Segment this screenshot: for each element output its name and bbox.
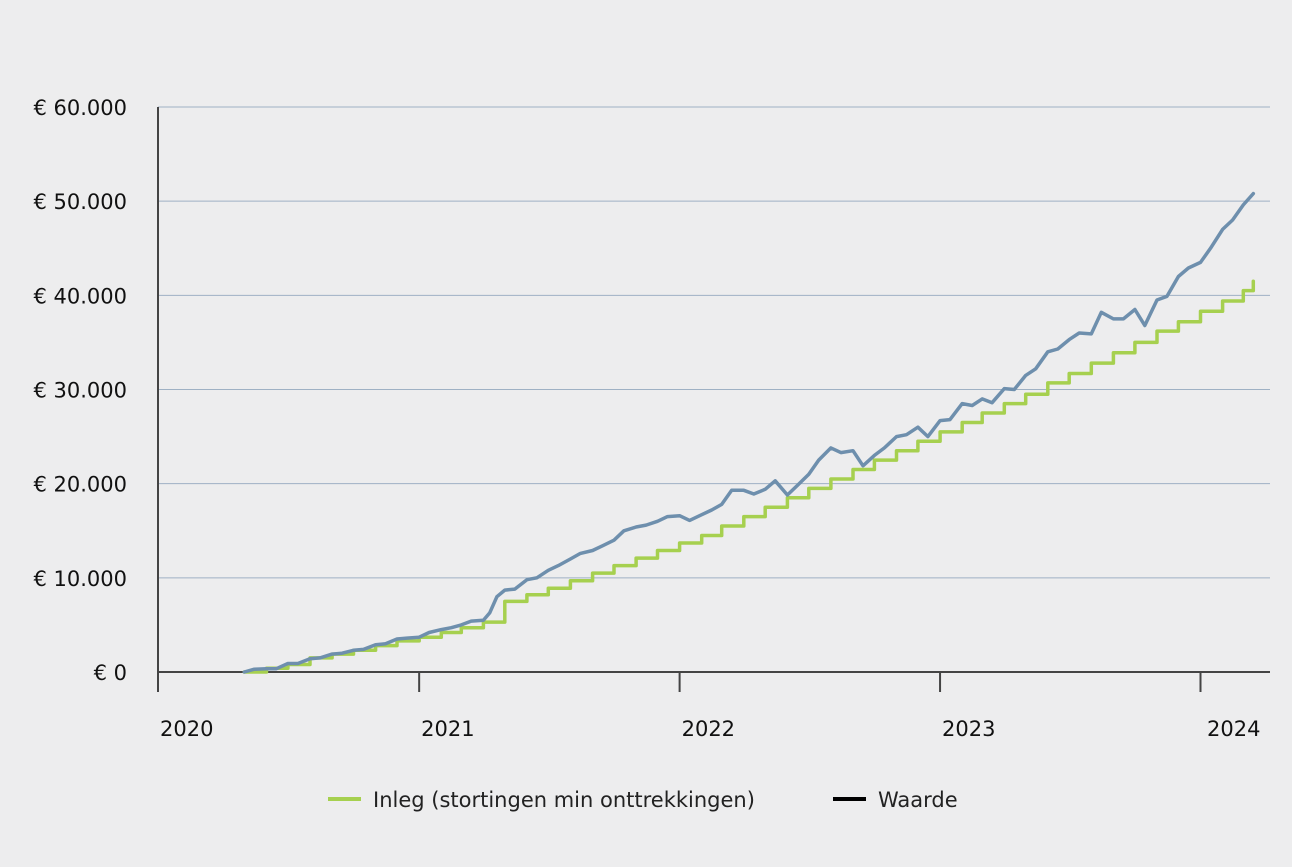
axes bbox=[157, 107, 1270, 692]
y-tick-label: € 10.000 bbox=[33, 567, 127, 591]
legend-label-inleg: Inleg (stortingen min onttrekkingen) bbox=[373, 788, 755, 812]
series-line-inleg bbox=[242, 279, 1256, 674]
legend-item-inleg[interactable]: Inleg (stortingen min onttrekkingen) bbox=[328, 788, 755, 812]
y-tick-label: € 0 bbox=[94, 661, 127, 685]
x-tick-label: 2023 bbox=[942, 717, 995, 741]
y-tick-label: € 60.000 bbox=[33, 96, 127, 120]
legend-label-waarde: Waarde bbox=[878, 788, 958, 812]
gridlines bbox=[158, 106, 1270, 579]
x-tick-label: 2022 bbox=[682, 717, 735, 741]
x-tick-label: 2024 bbox=[1207, 717, 1260, 741]
y-tick-label: € 20.000 bbox=[33, 473, 127, 497]
series-lines bbox=[242, 191, 1256, 674]
legend-item-waarde[interactable]: Waarde bbox=[833, 788, 958, 812]
x-tick-label: 2020 bbox=[160, 717, 213, 741]
tick-labels: € 0 € 10.000 € 20.000 € 30.000 € 40.000 € 50.… bbox=[33, 96, 1260, 741]
y-tick-label: € 30.000 bbox=[33, 379, 127, 403]
legend: Inleg (stortingen min onttrekkingen) Waa… bbox=[328, 788, 958, 812]
y-tick-label: € 50.000 bbox=[33, 190, 127, 214]
series-line-waarde bbox=[242, 191, 1256, 674]
x-tick-label: 2021 bbox=[421, 717, 474, 741]
y-tick-label: € 40.000 bbox=[33, 284, 127, 308]
